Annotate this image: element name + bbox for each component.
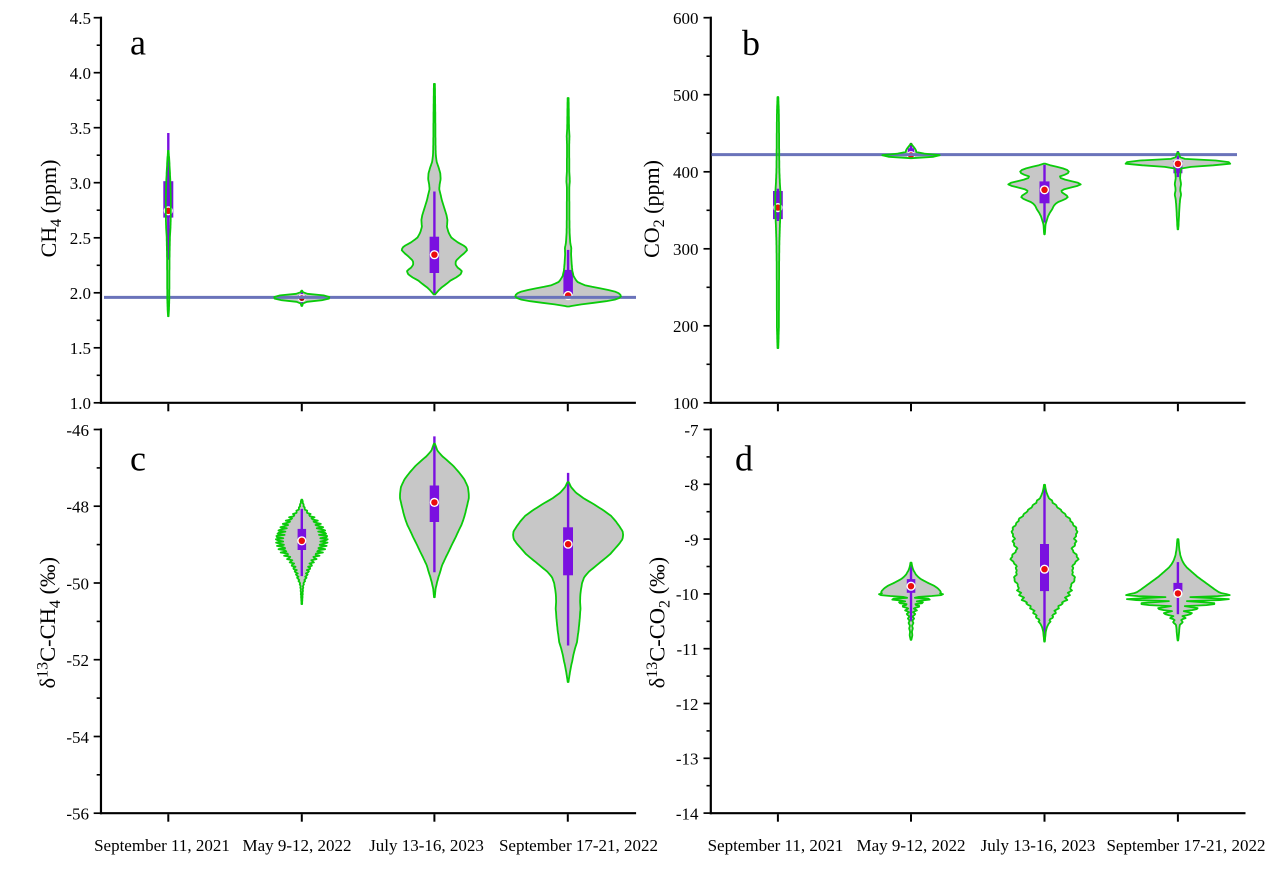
svg-text:September 11, 2021: September 11, 2021 — [94, 836, 230, 855]
svg-text:May 9-12, 2022: May 9-12, 2022 — [856, 836, 965, 855]
svg-text:-56: -56 — [66, 805, 89, 824]
svg-text:September 17-21, 2022: September 17-21, 2022 — [1106, 836, 1265, 855]
svg-text:d: d — [735, 439, 753, 479]
svg-text:2.0: 2.0 — [70, 284, 91, 303]
svg-text:4.0: 4.0 — [70, 64, 91, 83]
svg-text:3.0: 3.0 — [70, 174, 91, 193]
svg-text:500: 500 — [673, 86, 699, 105]
svg-text:c: c — [130, 439, 146, 479]
svg-text:3.5: 3.5 — [70, 119, 91, 138]
svg-text:-9: -9 — [684, 530, 698, 549]
svg-text:100: 100 — [673, 394, 699, 413]
svg-text:-14: -14 — [676, 804, 699, 823]
svg-text:-13: -13 — [676, 750, 699, 769]
svg-text:-8: -8 — [684, 476, 698, 495]
svg-text:2.5: 2.5 — [70, 229, 91, 248]
svg-text:-10: -10 — [676, 585, 699, 604]
svg-text:September 17-21, 2022: September 17-21, 2022 — [499, 836, 658, 855]
svg-text:September 11, 2021: September 11, 2021 — [708, 836, 844, 855]
svg-text:CH4 (ppm): CH4 (ppm) — [36, 160, 65, 258]
svg-text:-11: -11 — [676, 640, 698, 659]
svg-text:1.0: 1.0 — [70, 394, 91, 413]
svg-text:δ13C-CH4 (‰): δ13C-CH4 (‰) — [35, 557, 65, 689]
svg-text:200: 200 — [673, 317, 699, 336]
svg-text:4.5: 4.5 — [70, 9, 91, 28]
svg-text:July 13-16, 2023: July 13-16, 2023 — [369, 836, 484, 855]
svg-text:-12: -12 — [676, 695, 699, 714]
svg-text:-48: -48 — [66, 498, 89, 517]
svg-text:-46: -46 — [66, 421, 89, 440]
svg-text:300: 300 — [673, 240, 699, 259]
svg-text:b: b — [742, 23, 760, 63]
svg-text:a: a — [130, 22, 146, 62]
svg-text:-50: -50 — [66, 574, 89, 593]
svg-text:-7: -7 — [684, 421, 699, 440]
svg-text:-52: -52 — [66, 651, 89, 670]
svg-text:-54: -54 — [66, 728, 89, 747]
svg-text:400: 400 — [673, 163, 699, 182]
svg-text:CO2 (ppm): CO2 (ppm) — [639, 160, 668, 258]
svg-text:600: 600 — [673, 9, 699, 28]
svg-text:July 13-16, 2023: July 13-16, 2023 — [981, 836, 1096, 855]
svg-text:May 9-12, 2022: May 9-12, 2022 — [242, 836, 351, 855]
svg-text:1.5: 1.5 — [70, 339, 91, 358]
